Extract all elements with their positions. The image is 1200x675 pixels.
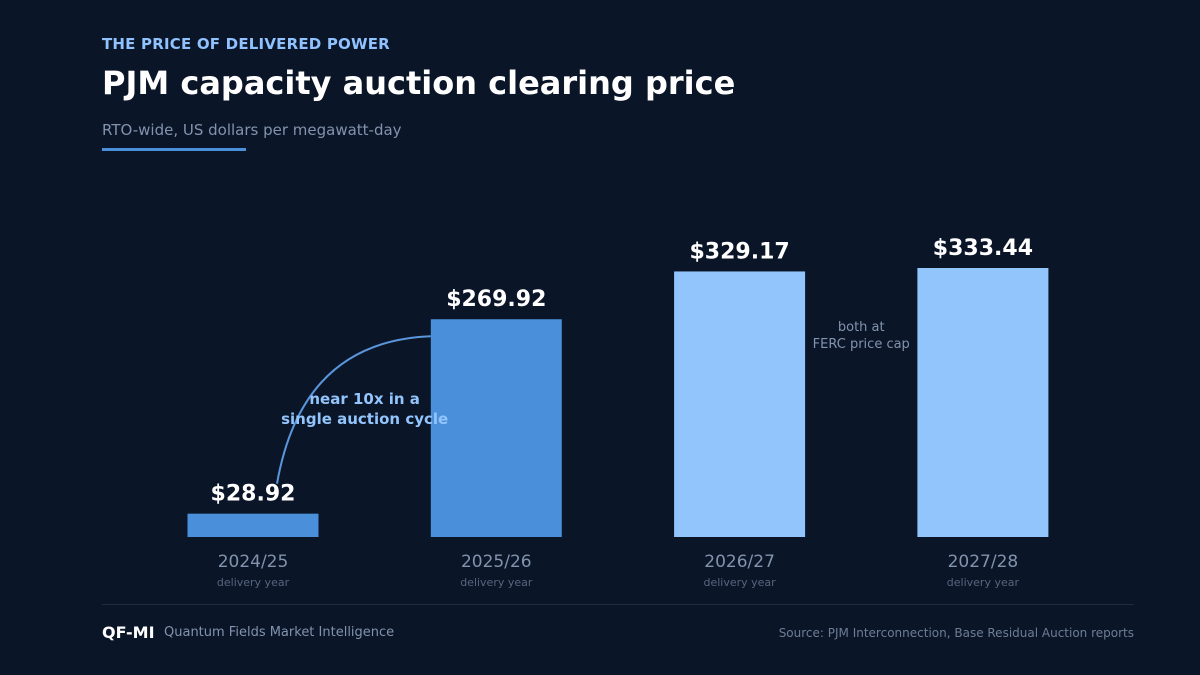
bar-2 bbox=[674, 271, 806, 537]
category-sublabel-0: delivery year bbox=[217, 576, 290, 589]
annotation-arrow bbox=[276, 335, 431, 484]
chart-title: PJM capacity auction clearing price bbox=[102, 64, 736, 102]
category-sublabel-2: delivery year bbox=[703, 576, 776, 589]
value-label-0: $28.92 bbox=[211, 482, 296, 507]
footer-divider bbox=[102, 604, 1134, 605]
category-label-1: 2025/26 bbox=[461, 552, 532, 572]
category-label-0: 2024/25 bbox=[218, 552, 289, 572]
category-label-2: 2026/27 bbox=[704, 552, 775, 572]
category-sublabel-1: delivery year bbox=[460, 576, 533, 589]
bar-1 bbox=[430, 319, 562, 537]
cap-note-line-0: both at bbox=[838, 320, 885, 335]
category-label-3: 2027/28 bbox=[948, 552, 1019, 572]
bar-0 bbox=[187, 513, 319, 537]
category-sublabel-3: delivery year bbox=[947, 576, 1020, 589]
cap-note-line-1: FERC price cap bbox=[813, 337, 910, 352]
value-label-2: $329.17 bbox=[689, 239, 789, 264]
brand-logo: QF-MI bbox=[102, 623, 155, 642]
chart-subtitle: RTO-wide, US dollars per megawatt-day bbox=[102, 121, 402, 139]
value-label-3: $333.44 bbox=[933, 236, 1033, 261]
source-note: Source: PJM Interconnection, Base Residu… bbox=[778, 626, 1134, 640]
brand-name: Quantum Fields Market Intelligence bbox=[164, 625, 395, 640]
annotation-text-line-1: single auction cycle bbox=[281, 410, 448, 428]
annotation-text-line-0: near 10x in a bbox=[309, 390, 420, 408]
eyebrow: THE PRICE OF DELIVERED POWER bbox=[102, 35, 390, 53]
value-label-1: $269.92 bbox=[446, 287, 546, 312]
bar-3 bbox=[917, 268, 1049, 537]
title-underline bbox=[102, 148, 246, 151]
